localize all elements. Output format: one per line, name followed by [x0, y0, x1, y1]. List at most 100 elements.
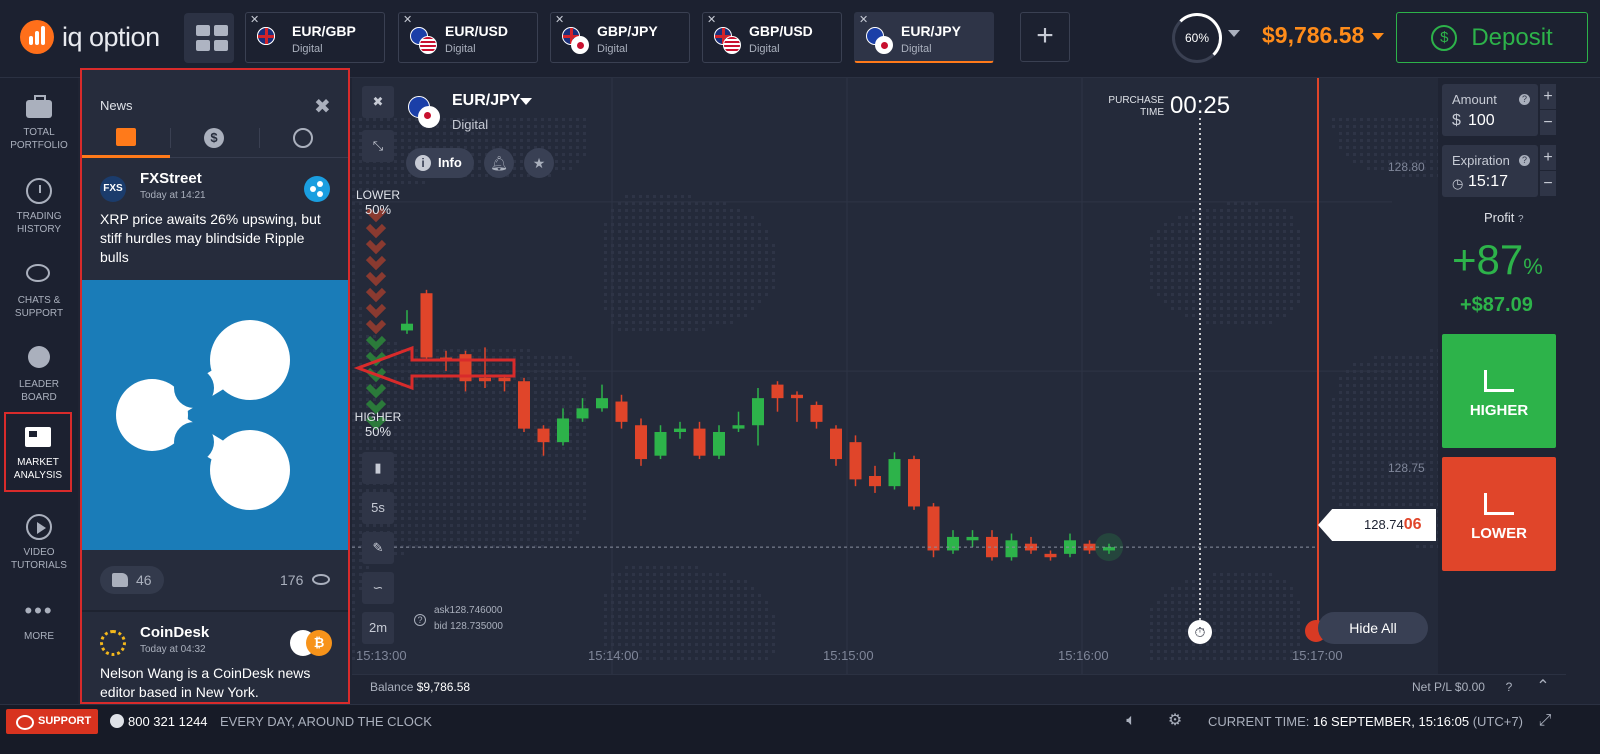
lower-button[interactable]: LOWER [1442, 457, 1556, 571]
price-chart[interactable] [352, 78, 1438, 674]
tab-economics[interactable]: $ [170, 124, 258, 158]
help-icon[interactable]: ? [1519, 94, 1530, 105]
timeframe-button[interactable]: 5s [362, 492, 394, 524]
amount-value[interactable]: 100 [1468, 112, 1495, 129]
map-dot [492, 454, 495, 457]
ask-bid: ask128.746000 bid 128.735000 [434, 603, 503, 635]
expiration-field[interactable]: Expiration ? ◷ 15:17 [1442, 145, 1538, 197]
expiration-decrease-button[interactable]: − [1540, 171, 1556, 196]
map-dot [436, 482, 439, 485]
candle [830, 428, 842, 460]
timer-icon[interactable]: ⏱ [1188, 620, 1212, 644]
info-button[interactable]: Info [406, 148, 474, 178]
hide-all-button[interactable]: Hide All [1318, 612, 1428, 644]
like-button[interactable]: 46 [100, 566, 164, 594]
ripple-logo-image[interactable] [82, 280, 348, 550]
sidebar-item-tutorials[interactable]: VIDEO TUTORIALS [0, 504, 78, 584]
support-phone[interactable]: 800 321 1244 [128, 714, 208, 729]
close-tab-icon[interactable]: ✕ [707, 14, 717, 26]
indicators-icon[interactable]: ∽ [362, 572, 394, 604]
sidebar-item-analysis[interactable]: MARKET ANALYSIS [4, 412, 72, 492]
map-dot [1395, 503, 1398, 506]
chevron-down-icon[interactable] [1228, 30, 1240, 37]
higher-button[interactable]: HIGHER [1442, 334, 1556, 448]
asset-tab[interactable]: ✕ GBP/USD Digital [702, 12, 842, 63]
asset-tab[interactable]: ✕ EUR/USD Digital [398, 12, 538, 63]
star-icon[interactable]: ★ [524, 148, 554, 178]
map-dot [492, 146, 495, 149]
map-dot [1437, 370, 1438, 373]
map-dot [1220, 230, 1223, 233]
sentiment-chevron [365, 207, 387, 223]
map-dot [625, 272, 628, 275]
map-dot [1346, 412, 1349, 415]
sidebar-item-board[interactable]: LEADER BOARD [0, 336, 78, 416]
news-headline[interactable]: Nelson Wang is a CoinDesk news editor ba… [100, 665, 311, 700]
close-chart-icon[interactable]: ✖ [362, 86, 394, 118]
draw-tool-icon[interactable]: ✎ [362, 532, 394, 564]
deposit-button[interactable]: $ Deposit [1396, 12, 1588, 63]
close-tab-icon[interactable]: ✕ [859, 14, 869, 26]
map-dot [492, 496, 495, 499]
asset-tab[interactable]: ✕ EUR/GBP Digital [245, 12, 385, 63]
map-dot [1283, 223, 1286, 226]
volume-icon[interactable]: 🔈︎ [1126, 712, 1136, 729]
chart-asset-name[interactable]: EUR/JPY [452, 92, 521, 109]
chevron-down-icon[interactable] [520, 98, 532, 105]
map-dot [723, 223, 726, 226]
news-headline[interactable]: XRP price awaits 26% upswing, but stiff … [100, 211, 321, 265]
logo[interactable]: iq option [20, 20, 160, 54]
support-button[interactable]: SUPPORT [6, 709, 98, 734]
map-dot [471, 440, 474, 443]
zoom-button[interactable]: 2m [362, 612, 394, 644]
chart-type-icon[interactable]: ▮ [362, 452, 394, 484]
amount-field[interactable]: Amount ? $ 100 [1442, 84, 1538, 136]
close-tab-icon[interactable]: ✕ [250, 14, 260, 26]
map-dot [457, 405, 460, 408]
map-dot [1178, 594, 1181, 597]
sidebar-item-history[interactable]: TRADING HISTORY [0, 168, 78, 248]
progress-ring[interactable]: 60% [1172, 13, 1222, 63]
expiration-increase-button[interactable]: + [1540, 145, 1556, 170]
map-dot [485, 538, 488, 541]
fullscreen-icon[interactable]: ⤢ [1538, 712, 1552, 729]
balance-chevron-icon[interactable] [1372, 33, 1384, 40]
map-dot [352, 139, 355, 142]
amount-decrease-button[interactable]: − [1540, 110, 1556, 135]
map-dot [534, 489, 537, 492]
chart-area[interactable] [352, 78, 1438, 674]
map-dot [1241, 601, 1244, 604]
chevron-up-icon[interactable]: ⌃ [1536, 678, 1550, 695]
sidebar-item-support[interactable]: CHATS & SUPPORT [0, 252, 78, 332]
all-assets-grid-button[interactable] [184, 13, 234, 63]
map-dot [485, 132, 488, 135]
map-dot [506, 545, 509, 548]
map-dot [450, 461, 453, 464]
map-dot [1199, 251, 1202, 254]
close-tab-icon[interactable]: ✕ [555, 14, 565, 26]
account-balance[interactable]: $9,786.58 [1262, 22, 1365, 48]
map-dot [401, 181, 404, 184]
close-tab-icon[interactable]: ✕ [403, 14, 413, 26]
help-icon[interactable]: ? [1505, 680, 1513, 694]
help-icon[interactable]: ? [1519, 155, 1530, 166]
add-asset-button[interactable]: + [1020, 12, 1070, 62]
tab-institutions[interactable] [259, 124, 347, 158]
settings-icon[interactable]: ⚙ [1167, 712, 1183, 729]
asset-tab[interactable]: ✕ EUR/JPY Digital [854, 12, 994, 63]
minimize-icon[interactable]: ⤡ [362, 130, 394, 162]
expiration-value[interactable]: 15:17 [1468, 173, 1509, 190]
bell-icon[interactable]: 🔔︎ [484, 148, 514, 178]
close-icon[interactable]: ✖ [314, 96, 331, 118]
help-icon[interactable]: ? [414, 614, 426, 626]
map-dot [1339, 426, 1342, 429]
tab-news[interactable] [82, 124, 170, 158]
amount-increase-button[interactable]: + [1540, 84, 1556, 109]
map-dot [1241, 594, 1244, 597]
map-dot [401, 433, 404, 436]
sidebar-item-portfolio[interactable]: TOTAL PORTFOLIO [0, 84, 78, 164]
sidebar-item-[interactable]: ••• MORE [0, 588, 78, 668]
map-dot [555, 153, 558, 156]
map-dot [366, 377, 369, 380]
asset-tab[interactable]: ✕ GBP/JPY Digital [550, 12, 690, 63]
